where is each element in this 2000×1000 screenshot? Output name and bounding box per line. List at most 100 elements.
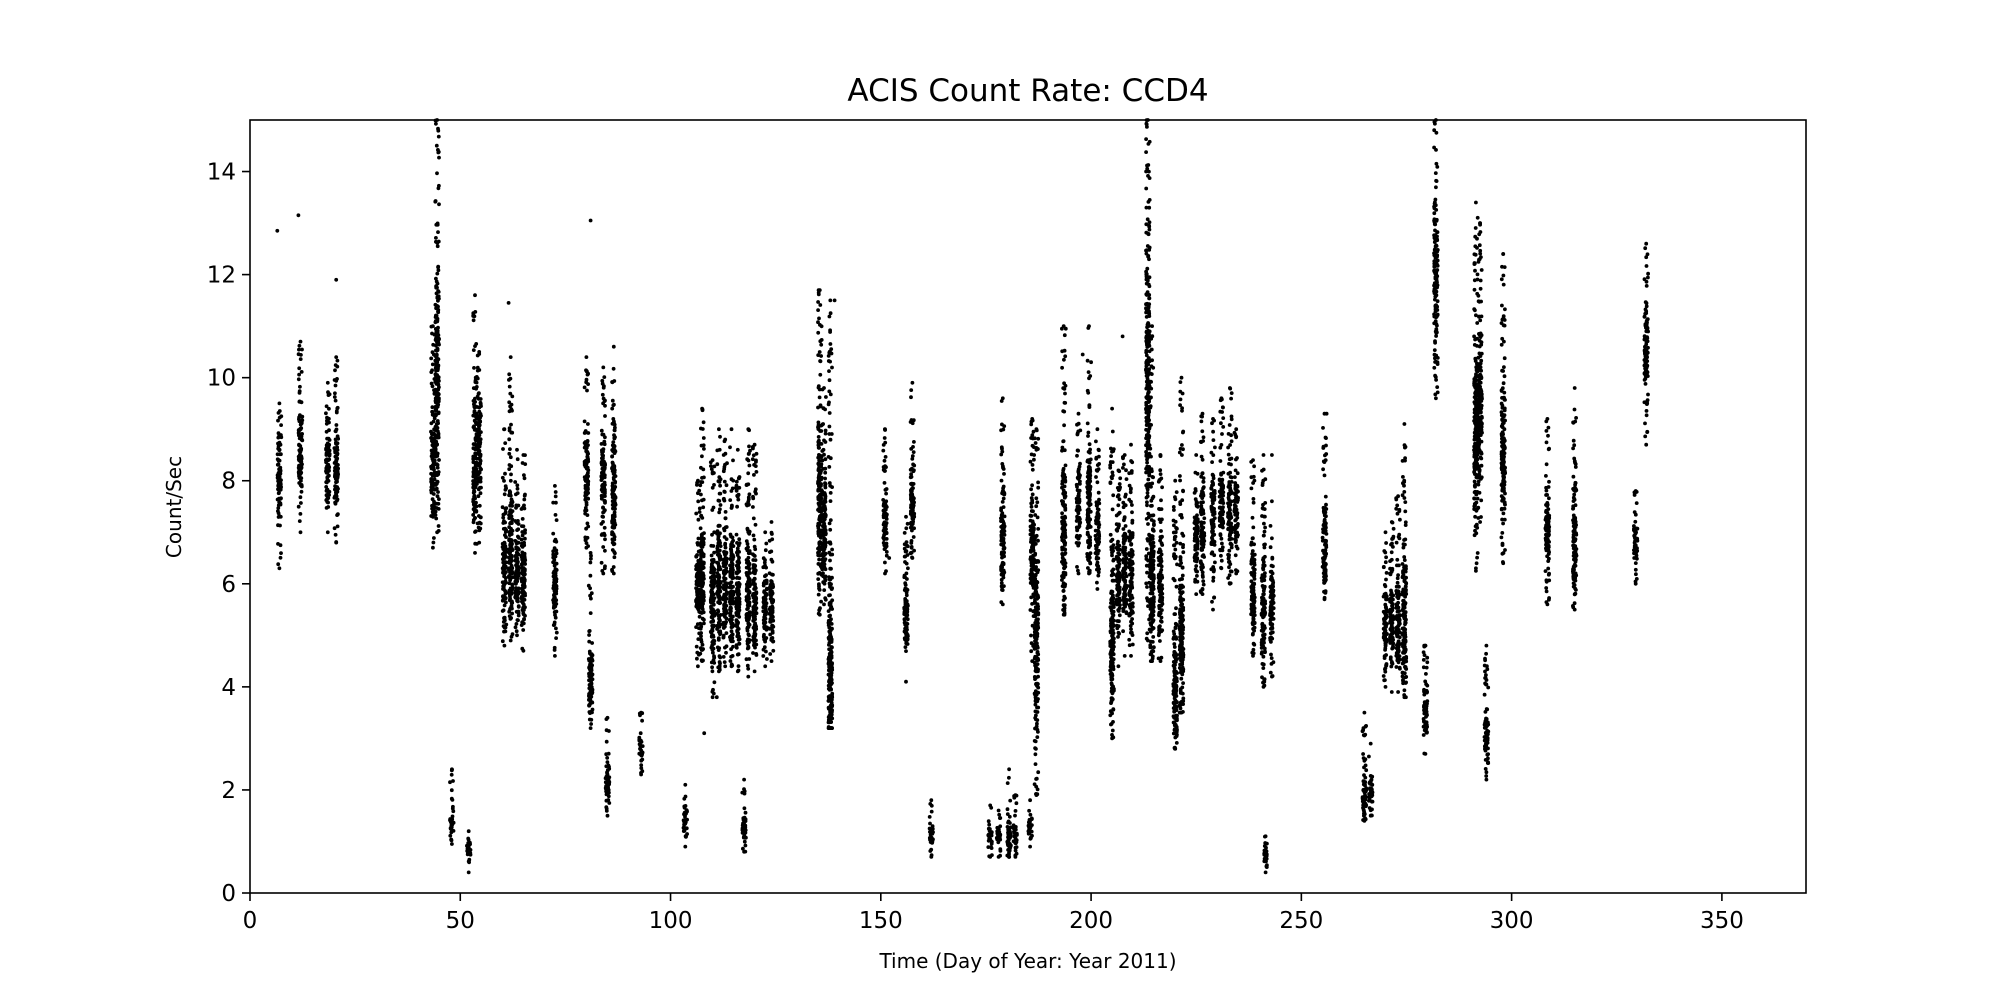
data-point bbox=[468, 852, 473, 857]
data-point bbox=[1032, 538, 1037, 543]
data-point bbox=[909, 545, 914, 549]
data-point bbox=[729, 629, 734, 634]
data-point bbox=[514, 503, 519, 508]
data-point bbox=[1028, 572, 1033, 577]
data-point bbox=[698, 651, 703, 656]
data-point bbox=[709, 583, 713, 588]
data-point bbox=[332, 526, 337, 531]
data-point bbox=[820, 561, 825, 565]
data-point bbox=[769, 618, 774, 623]
data-point bbox=[770, 601, 775, 605]
data-point bbox=[735, 652, 740, 657]
data-point bbox=[589, 687, 594, 692]
data-point bbox=[735, 634, 740, 639]
data-point bbox=[819, 483, 823, 488]
data-point bbox=[276, 418, 280, 423]
data-point bbox=[696, 664, 700, 669]
data-point bbox=[1036, 480, 1040, 485]
data-point bbox=[473, 529, 478, 534]
data-point bbox=[709, 598, 714, 603]
data-point bbox=[582, 385, 587, 390]
data-point bbox=[752, 563, 757, 568]
data-point bbox=[754, 652, 759, 656]
data-point bbox=[610, 517, 615, 522]
data-point bbox=[640, 718, 644, 723]
data-point bbox=[476, 487, 481, 492]
data-point bbox=[602, 459, 606, 464]
data-point bbox=[603, 537, 607, 542]
data-point bbox=[327, 453, 332, 458]
data-point bbox=[883, 455, 888, 459]
data-point bbox=[718, 503, 723, 507]
data-point bbox=[1007, 855, 1011, 859]
data-point bbox=[702, 621, 706, 626]
data-point bbox=[695, 656, 699, 661]
data-point bbox=[752, 537, 757, 542]
data-point bbox=[601, 515, 605, 519]
data-point bbox=[327, 420, 331, 425]
data-point bbox=[514, 609, 519, 614]
data-point bbox=[716, 535, 721, 539]
data-point bbox=[1034, 656, 1039, 661]
data-point bbox=[507, 463, 512, 467]
data-point bbox=[300, 347, 304, 352]
data-point bbox=[904, 587, 909, 592]
data-point bbox=[554, 500, 558, 505]
data-point bbox=[823, 457, 828, 462]
data-point bbox=[1026, 829, 1031, 833]
data-point bbox=[335, 489, 340, 494]
data-point bbox=[828, 607, 833, 611]
data-point bbox=[298, 495, 303, 500]
data-point bbox=[472, 386, 477, 390]
data-point bbox=[299, 434, 304, 439]
data-point bbox=[298, 512, 303, 516]
data-point bbox=[515, 447, 519, 452]
data-point bbox=[769, 659, 774, 663]
data-point bbox=[1029, 504, 1034, 509]
data-point bbox=[827, 481, 832, 485]
data-point bbox=[699, 611, 704, 615]
data-point bbox=[999, 506, 1004, 511]
data-point bbox=[297, 417, 301, 422]
data-point bbox=[826, 657, 831, 662]
data-point bbox=[723, 462, 727, 467]
data-point bbox=[911, 450, 916, 454]
data-point bbox=[699, 559, 703, 564]
data-point bbox=[522, 540, 526, 545]
data-point bbox=[504, 535, 508, 539]
data-point bbox=[611, 506, 615, 510]
data-point bbox=[724, 631, 729, 635]
data-point bbox=[828, 392, 833, 397]
data-point bbox=[451, 804, 455, 809]
data-point bbox=[927, 815, 932, 819]
data-point bbox=[702, 447, 706, 451]
data-point bbox=[476, 427, 481, 432]
data-point bbox=[694, 511, 699, 516]
data-point bbox=[436, 150, 441, 154]
data-point bbox=[472, 410, 477, 415]
data-point bbox=[816, 445, 821, 450]
data-point bbox=[509, 520, 513, 525]
data-point bbox=[434, 439, 439, 444]
data-point bbox=[431, 419, 436, 424]
data-point bbox=[828, 558, 832, 563]
data-point bbox=[1002, 546, 1007, 550]
data-point bbox=[1000, 588, 1005, 592]
data-point bbox=[765, 657, 769, 661]
data-point bbox=[902, 542, 907, 547]
data-point bbox=[742, 815, 747, 820]
data-point bbox=[334, 409, 339, 414]
data-point bbox=[823, 496, 828, 501]
data-point bbox=[821, 467, 826, 471]
data-point bbox=[986, 819, 991, 824]
data-point bbox=[712, 596, 717, 600]
data-point bbox=[823, 567, 828, 572]
data-point bbox=[475, 394, 480, 399]
data-point bbox=[473, 380, 478, 384]
data-point bbox=[590, 641, 594, 645]
data-point bbox=[297, 347, 301, 352]
data-point bbox=[501, 608, 506, 613]
data-point bbox=[436, 265, 440, 270]
data-point bbox=[612, 402, 616, 407]
data-point bbox=[599, 496, 604, 501]
